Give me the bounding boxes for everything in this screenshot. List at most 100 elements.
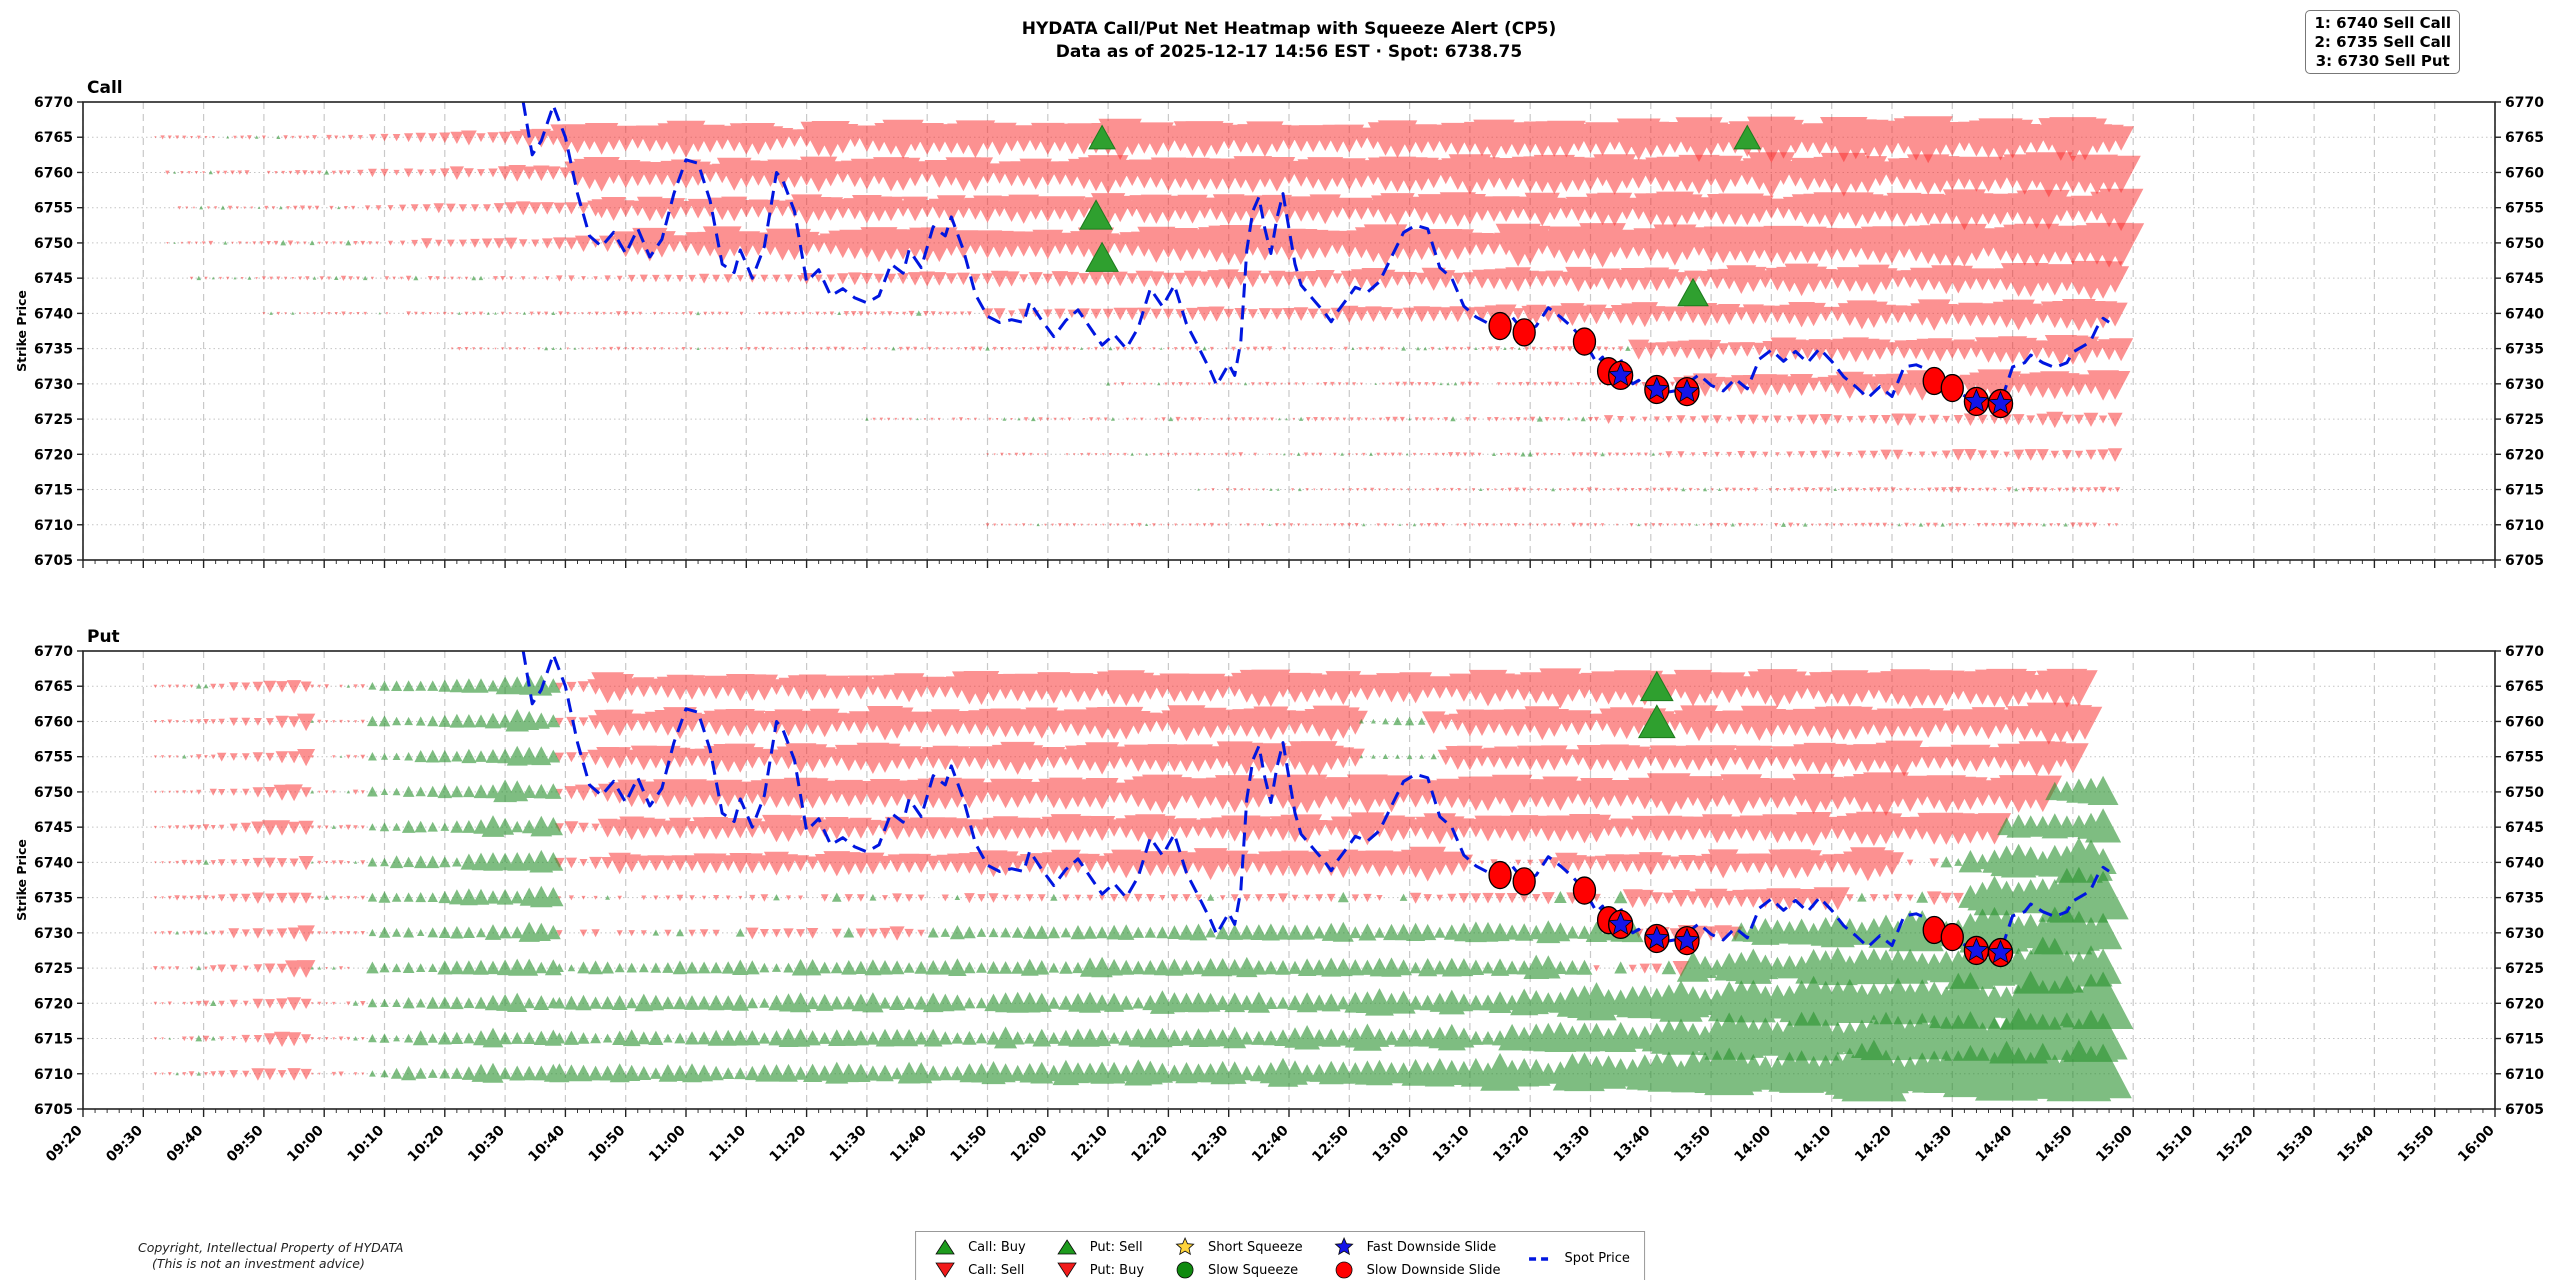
squeeze-alert-box: 1: 6740 Sell Call 2: 6735 Sell Call 3: 6…	[2305, 10, 2460, 75]
x-tick-label: 12:40	[1249, 1122, 1292, 1165]
sell-triangles-call-6710	[985, 522, 2118, 528]
legend-item-label: Spot Price	[1564, 1251, 1630, 1266]
legend-item: Fast Downside Slide	[1329, 1237, 1501, 1257]
x-tick-label: 15:00	[2093, 1122, 2136, 1165]
x-tick-label: 11:30	[827, 1122, 870, 1165]
circle-icon	[1176, 1261, 1194, 1279]
legend-item: Spot Price	[1527, 1249, 1630, 1269]
x-tick-label: 14:00	[1731, 1122, 1774, 1165]
y-tick-label-left: 6770	[34, 95, 73, 111]
x-tick-label: 11:00	[646, 1122, 689, 1165]
x-tick-label: 10:50	[586, 1122, 629, 1165]
x-tick-label: 12:20	[1128, 1122, 1171, 1165]
y-tick-label-left: 6765	[34, 679, 73, 695]
buy-signal-icon	[1079, 199, 1113, 230]
sell-triangles-put-6755	[153, 740, 2089, 777]
sell-triangles-put-6730	[153, 925, 1743, 943]
buy-triangle-icon	[1056, 1239, 1077, 1255]
buy-signal-icon	[1639, 670, 1674, 702]
x-tick-label: 14:20	[1852, 1122, 1895, 1165]
y-tick-label-left: 6770	[34, 644, 73, 660]
sell-triangles-put-6740	[154, 846, 1939, 882]
y-tick-label-right: 6730	[2505, 377, 2544, 393]
sell-triangles-call-6760	[165, 152, 2141, 198]
sell-triangles-call-6735	[450, 335, 2134, 366]
y-tick-label-right: 6745	[2505, 271, 2544, 287]
x-tick-label: 13:00	[1370, 1122, 1413, 1165]
x-tick-label: 12:50	[1309, 1122, 1352, 1165]
y-tick-label-left: 6725	[34, 961, 73, 977]
y-tick-label-right: 6720	[2505, 447, 2544, 463]
legend-item-label: Slow Squeeze	[1208, 1262, 1299, 1278]
y-tick-label-left: 6740	[34, 855, 73, 871]
chart-title-line2: Data as of 2025-12-17 14:56 EST · Spot: …	[1055, 41, 1523, 62]
x-tick-label: 11:10	[706, 1122, 749, 1165]
slow-downside-slide-icon	[1940, 373, 1964, 403]
chart-title-line1: HYDATA Call/Put Net Heatmap with Squeeze…	[1021, 19, 1557, 39]
y-tick-label-right: 6760	[2505, 714, 2544, 730]
buy-triangles-put-6725	[196, 936, 2122, 994]
sell-triangles-call-6715	[1204, 486, 2121, 493]
buy-triangles-put-6755	[182, 745, 1437, 766]
legend-item: Slow Squeeze	[1170, 1260, 1303, 1280]
y-tick-label-right: 6715	[2505, 483, 2544, 499]
legend-item: Call: Buy	[930, 1237, 1026, 1257]
x-tick-label: 11:40	[887, 1122, 930, 1165]
buy-triangles-put-6760	[310, 709, 1426, 732]
alert-line-2: 2: 6735 Sell Call	[2314, 32, 2451, 51]
buy-triangles-put-6710	[175, 1039, 2132, 1102]
y-tick-label-left: 6720	[34, 996, 73, 1012]
y-tick-label-left: 6755	[34, 201, 73, 217]
y-tick-label-right: 6770	[2505, 644, 2544, 660]
y-tick-label-left: 6745	[34, 820, 73, 836]
y-tick-label-right: 6765	[2505, 679, 2544, 695]
x-tick-label: 10:10	[344, 1122, 387, 1165]
fast-downside-slide-icon	[1964, 388, 1989, 413]
legend-item-label: Put: Buy	[1089, 1262, 1145, 1278]
legend-item: Put: Buy	[1052, 1260, 1144, 1280]
sell-triangles-put-6765	[153, 668, 2098, 709]
y-tick-label-right: 6755	[2505, 750, 2544, 766]
y-tick-label-right: 6740	[2505, 306, 2544, 322]
y-tick-label-right: 6705	[2505, 1102, 2544, 1118]
fast-downside-slide-icon	[1608, 362, 1634, 386]
alert-line-1: 1: 6740 Sell Call	[2314, 14, 2451, 32]
x-tick-label: 15:50	[2395, 1122, 2438, 1165]
y-tick-label-right: 6770	[2505, 95, 2544, 111]
y-tick-label-left: 6730	[34, 926, 73, 942]
sell-triangles-put-6735	[153, 887, 1964, 911]
sell-triangles-call-6765	[154, 116, 2134, 164]
buy-signal-icon	[1088, 124, 1116, 150]
buy-triangles-put-6730	[175, 906, 2123, 955]
fast-downside-slide-icon	[1674, 927, 1700, 952]
y-tick-label-left: 6715	[34, 1032, 73, 1048]
sell-triangle-icon	[1056, 1262, 1077, 1278]
y-tick-label-right: 6710	[2505, 518, 2544, 534]
y-tick-label-left: 6745	[34, 271, 73, 287]
sell-triangles-put-6750	[153, 772, 2062, 816]
y-tick-label-left: 6735	[34, 342, 73, 358]
fast-downside-slide-icon	[1988, 939, 2013, 964]
x-tick-label: 13:10	[1430, 1122, 1473, 1165]
y-tick-label-left: 6720	[34, 447, 73, 463]
y-tick-label-right: 6755	[2505, 201, 2544, 217]
y-tick-label-right: 6705	[2505, 553, 2544, 569]
slow-downside-slide-icon	[1488, 311, 1512, 341]
x-tick-label: 12:30	[1189, 1122, 1232, 1165]
x-tick-label: 15:30	[2274, 1122, 2317, 1165]
x-tick-label: 14:40	[1973, 1122, 2016, 1165]
y-tick-label-left: 6710	[34, 518, 73, 534]
panel-call: 6705 6705 6710 6710 6715 6715 6720 6720 6725 6725…	[14, 78, 2544, 569]
sell-triangles-put-6725	[153, 960, 1690, 978]
y-tick-label-left: 6750	[34, 236, 73, 252]
panel-title-call: Call	[87, 78, 123, 98]
y-tick-label-left: 6725	[34, 412, 73, 428]
slow-downside-slide-icon	[1512, 318, 1536, 347]
buy-triangles-put-6715	[168, 1007, 2128, 1064]
buy-triangles-put-6765	[196, 674, 561, 696]
sell-triangles-put-6710	[153, 1068, 365, 1081]
y-tick-label-left: 6735	[34, 891, 73, 907]
x-tick-label: 12:00	[1008, 1122, 1051, 1165]
chart-legend: Call: Buy Call: Sell Put: Sell Put: Buy Shor…	[915, 1231, 1645, 1280]
